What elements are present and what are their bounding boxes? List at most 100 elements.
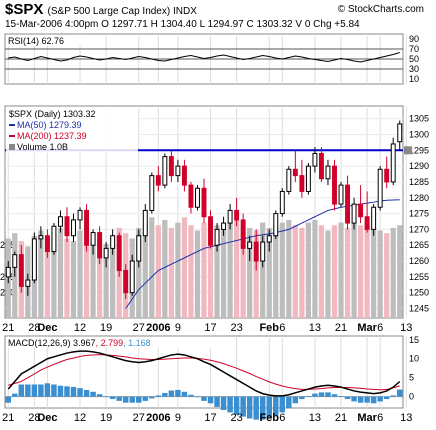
volume-bar <box>247 227 253 318</box>
macd-tick-label: 0 <box>409 392 414 402</box>
macd-histogram-bar <box>194 396 201 398</box>
macd-histogram-bar <box>38 384 44 397</box>
x-tick-label: Mar <box>357 322 377 334</box>
rsi-tick-label: 70 <box>409 44 419 54</box>
candle-body <box>38 235 44 240</box>
candle-body <box>129 260 135 294</box>
macd-histogram-bar <box>207 396 214 404</box>
volume-bar <box>162 219 168 318</box>
volume-bar <box>227 222 233 318</box>
volume-bar <box>253 230 259 318</box>
candle-body <box>103 247 109 259</box>
volume-legend-swatch <box>9 144 15 150</box>
volume-bar <box>57 227 64 318</box>
macd-histogram-bar <box>57 385 64 397</box>
x-tick-label: 28 <box>28 412 40 424</box>
macd-tick-label: 5 <box>409 373 414 383</box>
x-tick-label: Dec <box>37 322 57 334</box>
x-tick-label: 13 <box>400 412 412 424</box>
candle-body <box>136 235 142 262</box>
macd-histogram-bar <box>44 383 51 397</box>
volume-bar <box>51 233 57 318</box>
candle-body <box>188 184 194 208</box>
candle-body <box>18 254 24 287</box>
macd-histogram-bar <box>240 396 246 417</box>
volume-bar <box>103 243 109 318</box>
candle-body <box>227 209 233 224</box>
rsi-line <box>8 52 400 63</box>
macd-legend: MACD(12,26,9) 3.967, 2.799, 1.168 <box>8 338 151 348</box>
volume-bar <box>292 225 298 318</box>
candle-body <box>345 184 350 224</box>
macd-histogram-bar <box>351 396 357 402</box>
macd-histogram-bar <box>116 396 122 401</box>
candle-body <box>25 279 31 287</box>
candle-body <box>201 187 207 218</box>
candle-body <box>377 168 383 208</box>
candle-body <box>234 209 240 221</box>
macd-line <box>7 350 401 397</box>
candle-body <box>390 143 396 183</box>
candle-body <box>286 168 292 192</box>
candle-body <box>64 216 70 237</box>
candle-body <box>116 235 122 272</box>
volume-bar <box>83 225 90 318</box>
volume-bar <box>371 227 377 318</box>
candle-body <box>318 152 324 180</box>
macd-histogram-bar <box>246 396 253 419</box>
price-tick-label: 1275 <box>409 209 429 219</box>
macd-histogram-bar <box>357 396 364 403</box>
x-tick-label: 27 <box>133 322 145 334</box>
volume-bar <box>188 225 194 318</box>
x-tick-label: 19 <box>100 322 112 334</box>
rsi-legend: RSI(14) 62.76 <box>8 36 64 46</box>
x-tick-label: 13 <box>400 322 412 334</box>
macd-histogram-bar <box>396 389 403 397</box>
candle-body <box>149 175 155 211</box>
price-tick-label: 1265 <box>409 240 429 250</box>
candle-body <box>97 232 103 259</box>
candle-body <box>312 152 318 167</box>
volume-bar <box>142 222 148 318</box>
candle-body <box>175 165 181 177</box>
volume-bar <box>397 225 403 318</box>
x-tick-label: 21 <box>335 412 347 424</box>
price-tick-label: 1305 <box>409 114 429 124</box>
volume-bar <box>96 238 103 318</box>
candle-body <box>123 270 129 294</box>
volume-bar <box>44 238 51 318</box>
exchange: INDX <box>172 6 197 17</box>
candle-body <box>253 241 259 262</box>
candle-body <box>260 241 266 262</box>
candle-body <box>325 165 331 180</box>
macd-histogram-bar <box>122 396 129 403</box>
volume-bar <box>344 227 351 318</box>
volume-bar <box>155 225 161 318</box>
macd-tick-label: 10 <box>409 354 419 364</box>
candle-body <box>5 266 11 278</box>
candle-body <box>208 216 213 246</box>
volume-legend: Volume 1.0B <box>17 142 68 152</box>
price-tick-label: 1260 <box>409 256 429 266</box>
volume-bar <box>318 225 325 318</box>
macd-histogram-bar <box>214 396 220 407</box>
candle-body <box>44 235 50 253</box>
candle-body <box>142 209 148 237</box>
volume-bar <box>384 233 390 318</box>
volume-bar <box>234 219 240 318</box>
x-tick-label: 23 <box>230 412 242 424</box>
stockcharts-watermark: © StockCharts.com <box>337 4 424 15</box>
macd-histogram-bar <box>253 396 259 420</box>
macd-legend-label: MACD(12,26,9) <box>8 338 71 348</box>
candle-body <box>266 235 272 243</box>
ma50-legend: MA(50) 1279.39 <box>17 120 82 130</box>
macd-histogram-bar <box>175 389 181 397</box>
candle-body <box>58 216 63 227</box>
x-tick-label: 21 <box>335 322 347 334</box>
index-name: (S&P 500 Large Cap Index) <box>47 6 171 17</box>
rsi-tick-label: 10 <box>409 74 419 84</box>
candle-body <box>77 209 83 221</box>
rsi-legend-bg <box>6 35 104 46</box>
macd-histogram-bar <box>266 396 272 418</box>
macd-histogram-bar <box>162 392 168 397</box>
